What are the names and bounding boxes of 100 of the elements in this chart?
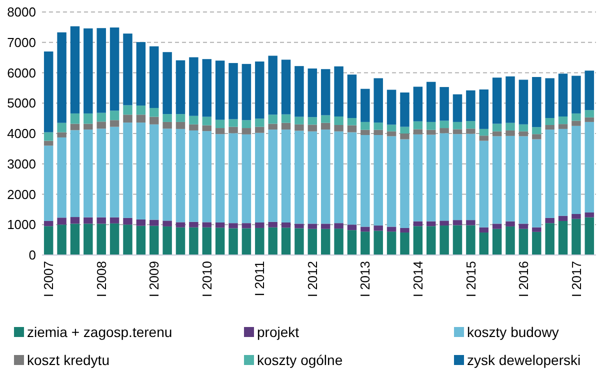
- x-tick-label: I 2017: [568, 261, 584, 298]
- bar: [44, 226, 54, 255]
- bar: [347, 74, 357, 118]
- bar: [452, 94, 462, 122]
- bar: [334, 66, 344, 116]
- bar: [374, 78, 383, 123]
- bar: [584, 110, 594, 118]
- legend-label: koszty ogólne: [257, 352, 343, 368]
- bar: [294, 66, 304, 117]
- bar: [308, 117, 318, 125]
- bar: [572, 120, 581, 126]
- bar: [532, 232, 542, 255]
- bar: [506, 226, 515, 255]
- bar: [150, 108, 159, 117]
- bar: [162, 122, 172, 129]
- bar: [413, 134, 423, 222]
- bar: [70, 113, 80, 124]
- bar: [413, 221, 423, 226]
- bar: [558, 220, 568, 255]
- bar: [202, 116, 212, 126]
- bar: [386, 136, 396, 227]
- bar: [426, 134, 436, 222]
- bar: [386, 226, 396, 232]
- legend-label: zysk deweloperski: [467, 352, 581, 368]
- bar: [123, 114, 132, 123]
- bar: [308, 131, 318, 224]
- bar: [374, 226, 383, 231]
- bar: [466, 121, 476, 129]
- bar: [426, 130, 436, 135]
- bar: [466, 90, 476, 122]
- bar: [440, 87, 449, 121]
- bar: [558, 128, 568, 216]
- bar: [84, 130, 93, 218]
- bar: [110, 110, 120, 120]
- bar: [228, 228, 238, 255]
- bar: [492, 131, 502, 136]
- bar: [532, 227, 542, 232]
- bar: [334, 223, 344, 229]
- bar: [334, 116, 344, 125]
- bar: [360, 135, 370, 227]
- bar: [255, 126, 264, 133]
- bar: [400, 92, 410, 127]
- bar: [320, 69, 330, 116]
- bar: [545, 124, 554, 130]
- bar: [479, 89, 488, 129]
- bar: [202, 227, 212, 255]
- bar: [440, 133, 449, 221]
- bar: [162, 52, 172, 114]
- bar: [320, 228, 330, 255]
- bar: [215, 120, 225, 128]
- x-tick-label: I 2015: [463, 261, 478, 298]
- bar: [70, 224, 80, 255]
- bar: [584, 70, 594, 110]
- legend-label: ziemia + zagosp.terenu: [27, 324, 172, 340]
- bar: [466, 225, 476, 255]
- bar: [558, 124, 568, 129]
- bar: [347, 118, 357, 126]
- bar: [281, 222, 291, 228]
- bar: [308, 124, 318, 132]
- bar: [374, 122, 383, 130]
- bar: [70, 130, 80, 218]
- bar: [374, 135, 383, 226]
- bar: [360, 226, 370, 232]
- legend-label: projekt: [257, 324, 300, 340]
- bar: [532, 134, 542, 140]
- bar: [268, 56, 278, 115]
- bar: [123, 105, 132, 115]
- bar: [572, 218, 581, 255]
- bar: [506, 221, 515, 226]
- bar: [110, 223, 120, 255]
- bar: [572, 214, 581, 219]
- bar: [84, 217, 93, 224]
- bar: [162, 114, 172, 122]
- bar: [347, 125, 357, 132]
- y-tick-label: 2000: [7, 186, 36, 202]
- bar: [400, 134, 410, 140]
- bar: [518, 80, 528, 124]
- bar: [360, 232, 370, 255]
- bar: [123, 218, 132, 225]
- bar: [440, 128, 449, 134]
- bar: [228, 223, 238, 228]
- bar: [189, 130, 198, 222]
- bar: [386, 131, 396, 136]
- bar: [479, 136, 488, 141]
- bar: [506, 76, 515, 123]
- bar: [413, 226, 423, 255]
- bar: [150, 116, 159, 124]
- bar: [413, 129, 423, 134]
- bar: [334, 131, 344, 224]
- bar: [57, 32, 66, 123]
- bar: [136, 42, 146, 106]
- bar: [215, 128, 225, 134]
- bar: [400, 126, 410, 134]
- bar: [189, 124, 198, 130]
- bar: [162, 226, 172, 255]
- bar: [268, 227, 278, 255]
- bar: [294, 130, 304, 224]
- bar: [386, 90, 396, 125]
- bar: [228, 126, 238, 134]
- bar: [189, 116, 198, 124]
